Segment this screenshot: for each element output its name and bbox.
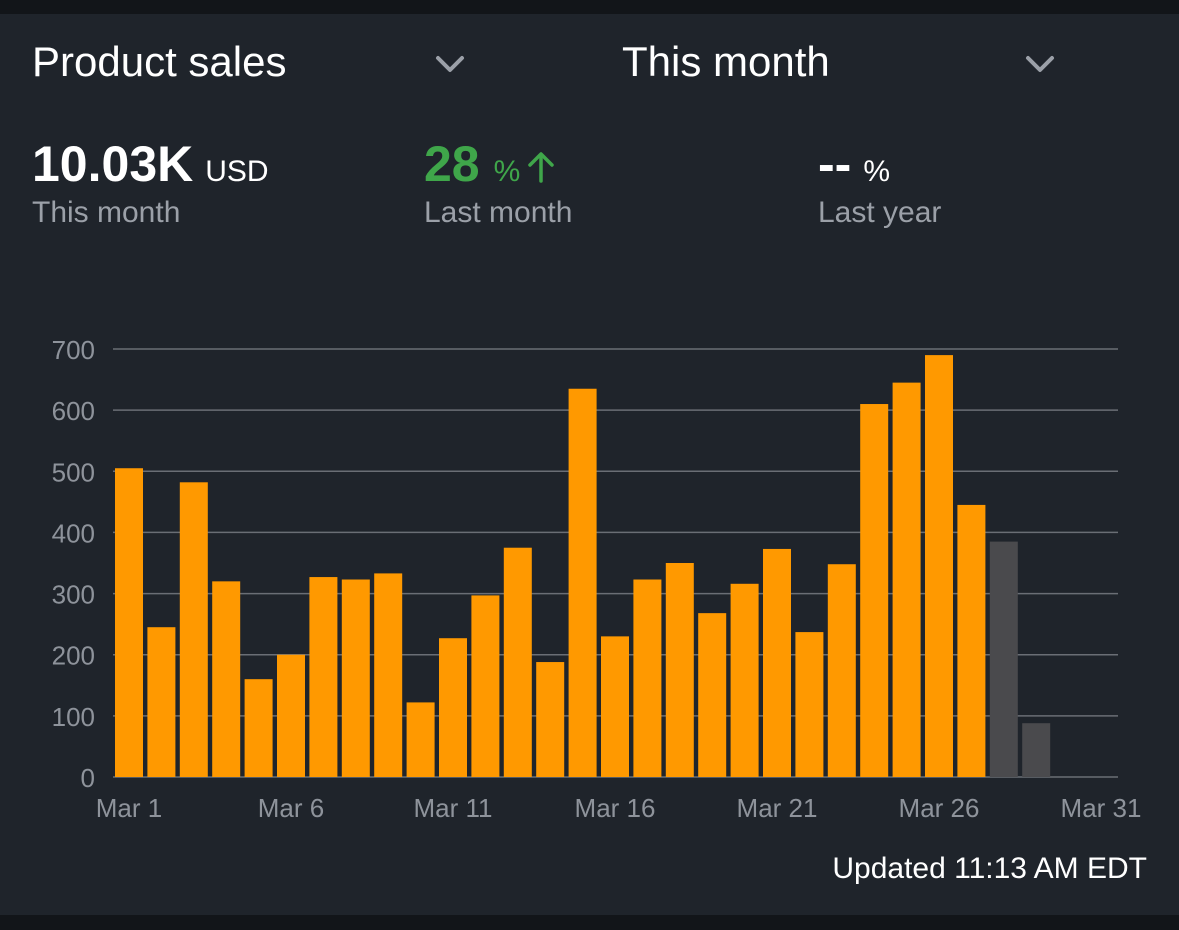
- sales-bar: [406, 702, 435, 777]
- sales-bar: [439, 638, 467, 777]
- stat-this-month-value: 10.03K: [32, 136, 194, 192]
- period-dropdown-label: This month: [622, 38, 830, 85]
- sales-bar: [568, 388, 597, 777]
- sales-bar: [503, 547, 532, 777]
- sales-bar: [374, 573, 403, 777]
- sales-bar: [147, 627, 176, 777]
- sales-bar: [763, 548, 791, 777]
- stat-this-month-unit: USD: [205, 155, 269, 188]
- sales-bar: [730, 583, 759, 777]
- stat-last-month-value: 28: [424, 136, 480, 192]
- projected-bar: [989, 541, 1018, 777]
- sales-bar: [633, 579, 662, 777]
- sales-bar: [309, 577, 338, 777]
- chevron-down-icon: [1026, 56, 1054, 72]
- sales-bar: [925, 355, 953, 777]
- projected-bar: [1022, 723, 1051, 777]
- arrow-up-icon: [528, 152, 555, 183]
- stat-last-year-value: --: [818, 136, 852, 192]
- metric-dropdown-label: Product sales: [32, 38, 287, 85]
- stat-last-year: -- % Last year: [818, 128, 941, 230]
- updated-timestamp: Updated 11:13 AM EDT: [832, 852, 1147, 885]
- y-tick-label: 500: [52, 457, 95, 487]
- x-tick-label: Mar 6: [258, 793, 324, 823]
- period-dropdown[interactable]: This month: [622, 30, 1062, 94]
- x-tick-label: Mar 1: [96, 793, 162, 823]
- y-tick-label: 700: [52, 335, 95, 365]
- stat-last-month: 28 % Last month: [424, 128, 572, 230]
- y-tick-label: 400: [52, 518, 95, 548]
- y-tick-label: 200: [52, 641, 95, 671]
- stat-this-month-caption: This month: [32, 196, 181, 229]
- y-tick-label: 600: [52, 396, 95, 426]
- sales-bar: [665, 563, 694, 777]
- stat-last-month-unit: %: [493, 155, 521, 188]
- sales-bar: [698, 613, 727, 777]
- x-tick-label: Mar 16: [575, 793, 656, 823]
- chevron-down-icon: [436, 56, 464, 72]
- stat-this-month: 10.03K USD This month: [32, 128, 269, 230]
- sales-bar: [536, 662, 565, 777]
- sales-bar: [601, 636, 629, 777]
- stat-last-month-caption: Last month: [424, 196, 573, 229]
- sales-bar: [892, 382, 921, 777]
- y-tick-label: 100: [52, 702, 95, 732]
- sales-bar: [860, 404, 889, 777]
- sales-bar: [244, 679, 273, 777]
- metric-dropdown[interactable]: Product sales: [32, 30, 472, 94]
- sales-bar: [827, 564, 856, 777]
- y-tick-label: 300: [52, 580, 95, 610]
- sales-bar: [277, 654, 305, 777]
- sales-bar: [795, 632, 824, 777]
- stat-last-year-caption: Last year: [818, 196, 942, 229]
- x-tick-label: Mar 31: [1061, 793, 1142, 823]
- x-tick-label: Mar 11: [414, 793, 493, 823]
- sales-bar: [471, 595, 500, 777]
- sales-bar: [115, 468, 143, 777]
- x-tick-label: Mar 21: [737, 793, 818, 823]
- sales-bar: [341, 579, 370, 777]
- sales-bar: [179, 482, 208, 777]
- sales-bar: [212, 581, 241, 777]
- y-tick-label: 0: [81, 763, 95, 793]
- x-tick-label: Mar 26: [899, 793, 980, 823]
- stat-last-year-unit: %: [863, 155, 890, 188]
- sales-bar: [957, 504, 986, 777]
